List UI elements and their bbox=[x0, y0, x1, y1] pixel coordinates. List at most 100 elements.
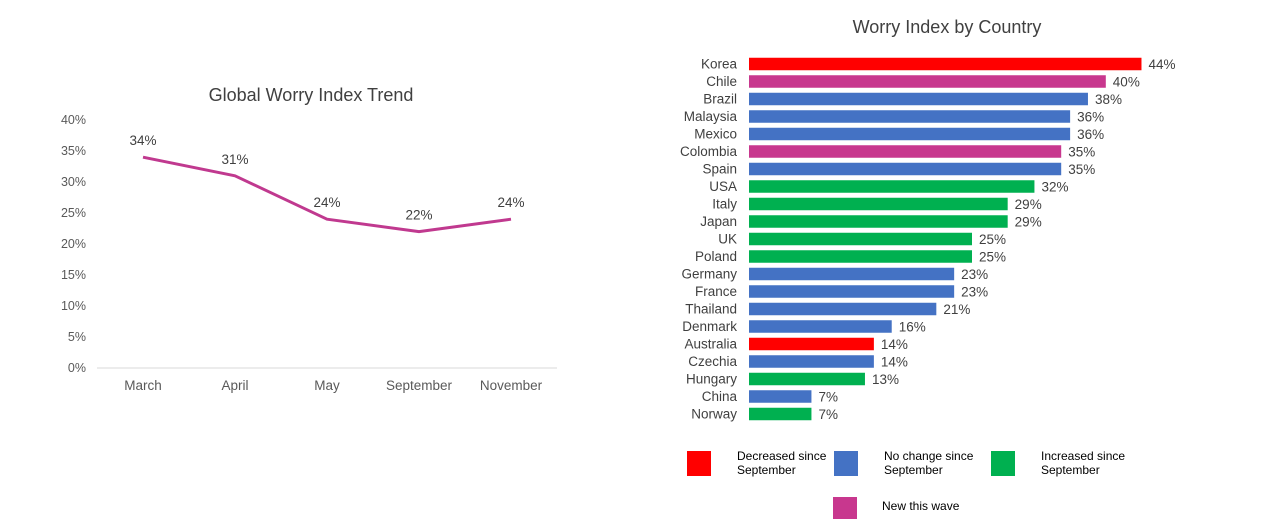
country-label: Brazil bbox=[703, 92, 737, 107]
bar-rows: Korea 44% Chile 40% Brazil 38% Malaysia 36% Mexi… bbox=[680, 57, 1176, 423]
data-labels: 34% 31% 24% 22% 24% bbox=[129, 133, 524, 222]
legend-label: New this wave bbox=[882, 499, 960, 513]
country-label: Malaysia bbox=[684, 109, 738, 124]
country-label: Hungary bbox=[686, 372, 737, 387]
country-label: Mexico bbox=[694, 127, 737, 142]
country-label: Australia bbox=[684, 337, 737, 352]
bar bbox=[749, 337, 874, 351]
country-label: China bbox=[702, 389, 738, 404]
country-label: France bbox=[695, 284, 737, 299]
bar-value-label: 36% bbox=[1077, 127, 1104, 142]
bar-chart: Worry Index by Country Korea 44% Chile 40% B… bbox=[680, 17, 1176, 422]
y-axis-ticks: 0% 5% 10% 15% 20% 25% 30% 35% 40% bbox=[61, 113, 86, 375]
legend-swatch bbox=[833, 497, 857, 519]
y-tick-label: 30% bbox=[61, 175, 86, 189]
country-label: Poland bbox=[695, 249, 737, 264]
country-label: Germany bbox=[681, 267, 737, 282]
y-tick-label: 15% bbox=[61, 268, 86, 282]
bar bbox=[749, 390, 812, 403]
bar-value-label: 14% bbox=[881, 337, 908, 352]
bar bbox=[749, 267, 955, 281]
bar-value-label: 25% bbox=[979, 250, 1006, 265]
country-label: USA bbox=[709, 179, 737, 194]
bar bbox=[749, 57, 1142, 71]
bar bbox=[749, 372, 865, 386]
country-label: Thailand bbox=[685, 302, 737, 317]
bar-value-label: 29% bbox=[1015, 197, 1042, 212]
bar-value-label: 21% bbox=[943, 302, 970, 317]
bar-value-label: 36% bbox=[1077, 110, 1104, 125]
country-label: Japan bbox=[700, 214, 737, 229]
bar bbox=[749, 197, 1008, 211]
data-label: 31% bbox=[221, 152, 248, 167]
country-label: Czechia bbox=[688, 354, 737, 369]
bar-value-label: 29% bbox=[1015, 215, 1042, 230]
bar bbox=[749, 302, 937, 316]
bar-value-label: 25% bbox=[979, 232, 1006, 247]
bar bbox=[749, 215, 1008, 228]
bar-value-label: 16% bbox=[899, 320, 926, 335]
bar-value-label: 35% bbox=[1068, 145, 1095, 160]
legend-swatch bbox=[834, 451, 858, 476]
legend-swatch bbox=[687, 451, 711, 476]
bar bbox=[749, 285, 955, 298]
data-label: 24% bbox=[313, 195, 340, 210]
country-label: Italy bbox=[712, 197, 737, 212]
x-tick-label: September bbox=[386, 378, 453, 393]
country-label: Spain bbox=[702, 162, 737, 177]
bar bbox=[749, 145, 1062, 158]
bar bbox=[749, 180, 1035, 193]
line-chart: Global Worry Index Trend 0% 5% 10% 15% 20% 25… bbox=[61, 85, 557, 393]
bar bbox=[749, 92, 1088, 106]
y-tick-label: 10% bbox=[61, 299, 86, 313]
bar-chart-title: Worry Index by Country bbox=[853, 17, 1042, 37]
bar bbox=[749, 162, 1062, 176]
y-tick-label: 35% bbox=[61, 144, 86, 158]
legend: Decreased since September No change since S… bbox=[687, 449, 1125, 519]
bar bbox=[749, 407, 812, 421]
bar-value-label: 7% bbox=[818, 407, 838, 422]
trend-line bbox=[142, 155, 512, 234]
bar-value-label: 23% bbox=[961, 285, 988, 300]
country-label: Chile bbox=[706, 74, 737, 89]
bar-value-label: 14% bbox=[881, 355, 908, 370]
x-tick-label: March bbox=[124, 378, 162, 393]
data-label: 34% bbox=[129, 133, 156, 148]
line-chart-title: Global Worry Index Trend bbox=[209, 85, 414, 105]
bar bbox=[749, 75, 1106, 88]
country-label: Korea bbox=[701, 57, 738, 72]
bar bbox=[749, 250, 972, 263]
y-tick-label: 40% bbox=[61, 113, 86, 127]
bar-value-label: 44% bbox=[1148, 57, 1175, 72]
x-tick-label: May bbox=[314, 378, 340, 393]
bar bbox=[749, 110, 1071, 123]
bar bbox=[749, 355, 874, 368]
y-tick-label: 25% bbox=[61, 206, 86, 220]
country-label: UK bbox=[718, 232, 737, 247]
legend-swatch bbox=[991, 451, 1015, 476]
x-axis-ticks: March April May September November bbox=[124, 378, 542, 393]
bar-value-label: 38% bbox=[1095, 92, 1122, 107]
country-label: Norway bbox=[691, 407, 737, 422]
x-tick-label: April bbox=[221, 378, 248, 393]
x-tick-label: November bbox=[480, 378, 543, 393]
bar bbox=[749, 127, 1071, 141]
bar-value-label: 32% bbox=[1041, 180, 1068, 195]
bar bbox=[749, 232, 972, 246]
bar-value-label: 7% bbox=[818, 390, 838, 405]
y-tick-label: 0% bbox=[68, 361, 86, 375]
data-label: 22% bbox=[405, 208, 432, 223]
bar-value-label: 13% bbox=[872, 372, 899, 387]
legend-label: No change since September bbox=[884, 449, 974, 477]
bar bbox=[749, 320, 892, 333]
country-label: Denmark bbox=[682, 319, 737, 334]
bar-value-label: 40% bbox=[1113, 75, 1140, 90]
legend-label: Increased since September bbox=[1041, 449, 1125, 477]
data-label: 24% bbox=[497, 195, 524, 210]
bar-value-label: 35% bbox=[1068, 162, 1095, 177]
y-tick-label: 20% bbox=[61, 237, 86, 251]
country-label: Colombia bbox=[680, 144, 738, 159]
bar-value-label: 23% bbox=[961, 267, 988, 282]
y-tick-label: 5% bbox=[68, 330, 86, 344]
